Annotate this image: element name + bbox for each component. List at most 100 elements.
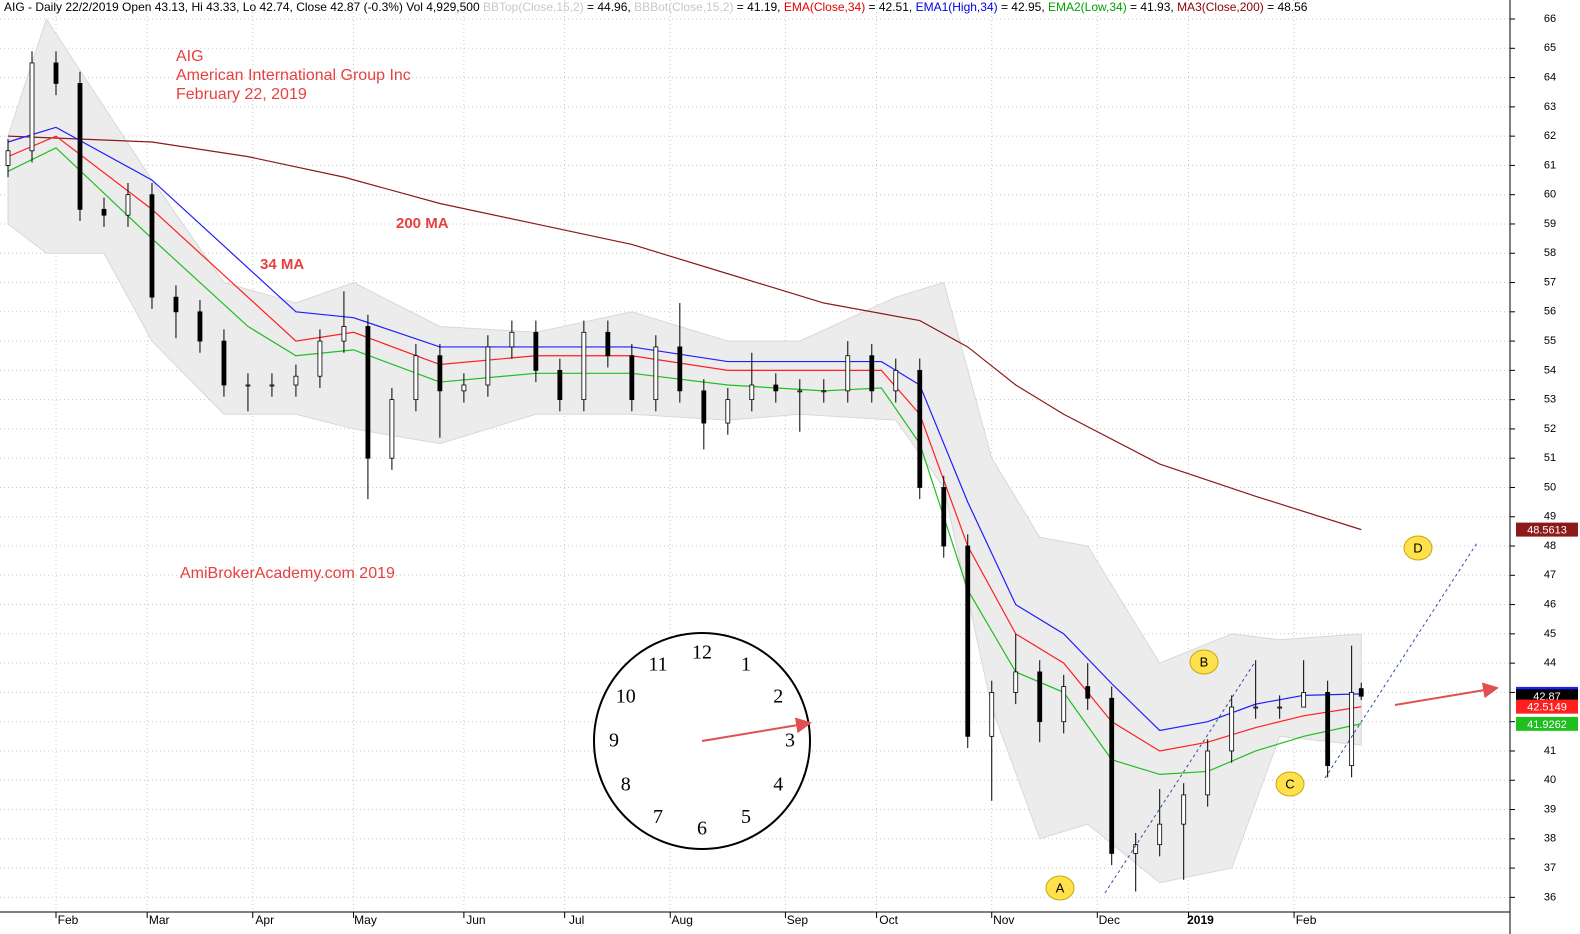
candle-body — [1085, 686, 1091, 699]
header-text: = 41.19, — [733, 0, 784, 14]
candle-body — [965, 545, 971, 737]
x-tick-label: Feb — [1296, 913, 1317, 927]
x-tick-label: Feb — [58, 913, 79, 927]
candle-body — [941, 487, 947, 547]
y-tick-label: 56 — [1544, 306, 1556, 318]
x-tick-label: 2019 — [1187, 913, 1214, 927]
candle-body — [437, 355, 443, 392]
clock-number: 5 — [741, 806, 751, 828]
annotation: AmiBrokerAcademy.com 2019 — [180, 565, 395, 582]
point-callout — [1045, 875, 1075, 901]
x-tick-label: May — [354, 913, 377, 927]
candle-body — [509, 331, 515, 348]
candle-body — [989, 692, 995, 737]
y-tick-label: 55 — [1544, 335, 1556, 347]
price-label-box — [1516, 716, 1578, 731]
y-tick-label: 51 — [1544, 452, 1556, 464]
candle-body — [269, 384, 275, 387]
header: AIG - Daily 22/2/2019 Open 43.13, Hi 43.… — [4, 0, 1307, 14]
clock-number: 2 — [773, 686, 783, 708]
candle-body — [1181, 794, 1187, 825]
candle-body — [1133, 844, 1139, 854]
trend-line — [1104, 661, 1256, 894]
candle-body — [749, 384, 755, 401]
x-tick-label: Aug — [672, 913, 693, 927]
candle-body — [29, 62, 35, 152]
header-text: MA3(Close,200) — [1177, 0, 1264, 14]
title-text: American International Group Inc — [176, 67, 411, 84]
clock-number: 12 — [692, 642, 712, 664]
y-tick-label: 45 — [1544, 628, 1556, 640]
y-tick-label: 38 — [1544, 833, 1556, 845]
candle-body — [77, 83, 83, 210]
point-label: C — [1285, 776, 1294, 791]
header-text: BBTop(Close,15,2) — [482, 0, 584, 14]
header-text: EMA2(Low,34) — [1047, 0, 1127, 14]
header-text: = 42.95, — [997, 0, 1048, 14]
y-tick-label: 64 — [1544, 71, 1556, 83]
header-text: = 44.96, — [583, 0, 635, 14]
clock-number: 3 — [785, 730, 795, 752]
clock-number: 6 — [697, 818, 707, 840]
arrow — [1394, 682, 1499, 706]
x-tick-label: Nov — [993, 913, 1014, 927]
y-tick-label: 39 — [1544, 803, 1556, 815]
point-callout — [1275, 771, 1305, 797]
candle-body — [1358, 688, 1364, 697]
y-tick-label: 57 — [1544, 276, 1556, 288]
ma-line — [7, 135, 1362, 752]
candle-body — [125, 194, 131, 216]
price-label-box — [1516, 522, 1578, 537]
candle-body — [1325, 692, 1331, 767]
candle-body — [845, 355, 851, 392]
clock-number: 4 — [773, 774, 783, 796]
x-tick-label: Mar — [149, 913, 170, 927]
header-text: = 48.56 — [1263, 0, 1308, 14]
annotation: 34 MA — [260, 256, 304, 273]
candle-body — [1013, 671, 1019, 693]
y-tick-label: 47 — [1544, 569, 1556, 581]
y-tick-label: 37 — [1544, 862, 1556, 874]
candle-body — [365, 326, 371, 459]
candle-body — [917, 369, 923, 488]
candle-body — [461, 384, 467, 392]
candle-body — [389, 399, 395, 459]
candle-body — [1253, 706, 1259, 709]
candle-body — [1037, 671, 1043, 723]
candle-body — [581, 331, 587, 401]
header-text: AIG - Daily 22/2/2019 Open 43.13, Hi 43.… — [4, 0, 483, 14]
clock-number: 9 — [609, 730, 619, 752]
candle-body — [173, 296, 179, 313]
y-tick-label: 62 — [1544, 130, 1556, 142]
clock-number: 7 — [653, 806, 663, 828]
candle-body — [1229, 706, 1235, 752]
point-callout — [1403, 535, 1433, 561]
y-tick-label: 40 — [1544, 774, 1556, 786]
title-text: February 22, 2019 — [176, 86, 307, 103]
candle-body — [821, 390, 827, 393]
price-label: 41.9262 — [1527, 719, 1567, 731]
candle-body — [53, 62, 59, 84]
candle-body — [533, 331, 539, 371]
candle-body — [1277, 706, 1283, 709]
candle-body — [893, 369, 899, 392]
candle-body — [773, 384, 779, 392]
x-tick-label: Dec — [1099, 913, 1120, 927]
candle-body — [653, 346, 659, 401]
candle-body — [797, 390, 803, 393]
clock-number: 1 — [741, 653, 751, 675]
candle-body — [101, 208, 107, 216]
y-tick-label: 53 — [1544, 394, 1556, 406]
y-tick-label: 65 — [1544, 42, 1556, 54]
y-tick-label: 63 — [1544, 101, 1556, 113]
candle-body — [197, 311, 203, 342]
x-tick-label: Jun — [466, 913, 485, 927]
y-tick-label: 59 — [1544, 218, 1556, 230]
y-tick-label: 44 — [1544, 657, 1556, 669]
price-label-box — [1516, 699, 1578, 714]
candle-body — [557, 369, 563, 401]
annotation: 200 MA — [396, 215, 449, 232]
ma-line — [7, 147, 1362, 776]
